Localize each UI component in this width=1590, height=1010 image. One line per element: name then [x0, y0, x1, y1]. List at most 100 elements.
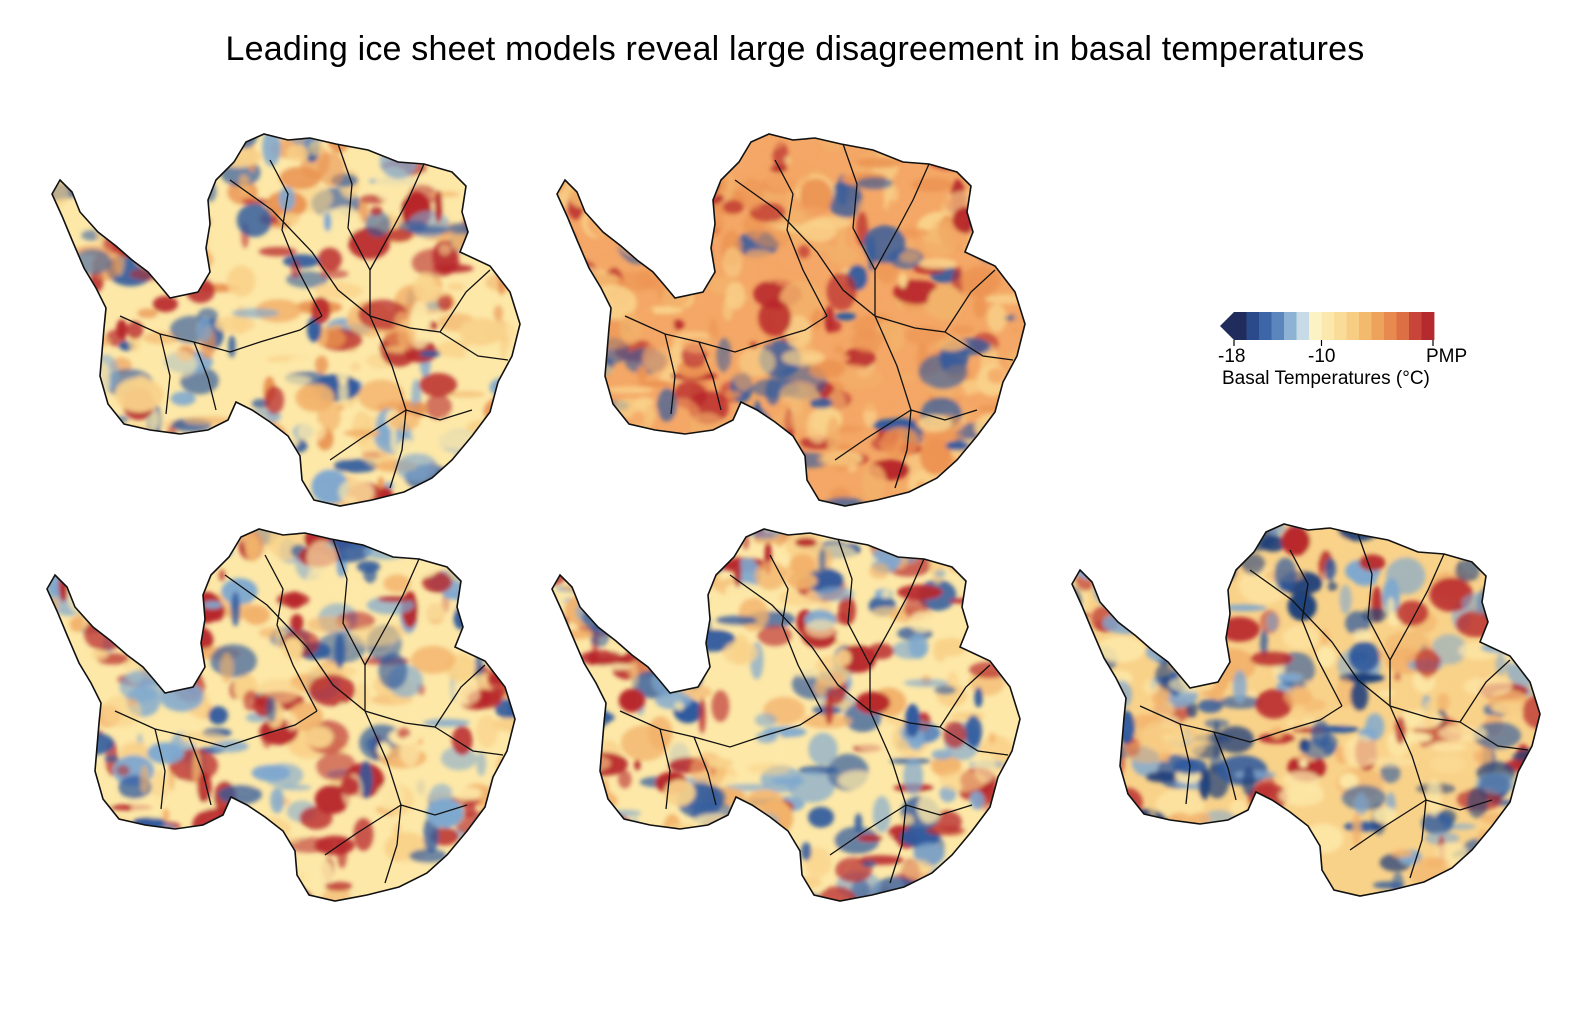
temperature-patch	[816, 586, 855, 601]
temperature-patch	[224, 134, 248, 140]
temperature-patch	[869, 562, 890, 579]
temperature-patch	[1072, 691, 1109, 700]
temperature-patch	[171, 529, 208, 558]
temperature-patch	[35, 560, 42, 592]
temperature-patch	[1260, 629, 1269, 658]
colorbar-swatch	[1296, 312, 1310, 340]
temperature-patch	[879, 537, 929, 549]
temperature-patch	[561, 446, 584, 466]
temperature-patch	[630, 134, 651, 163]
temperature-patch	[494, 184, 513, 192]
temperature-patch	[103, 533, 118, 553]
temperature-patch	[1394, 671, 1401, 681]
temperature-patch	[988, 732, 996, 744]
temperature-patch	[915, 134, 942, 161]
temperature-patch	[1185, 861, 1221, 879]
temperature-patch	[1138, 559, 1174, 579]
temperature-patch	[686, 167, 728, 199]
temperature-patch	[74, 869, 92, 878]
map-svg-4	[551, 528, 1021, 902]
temperature-patch	[270, 729, 293, 745]
temperature-patch	[37, 307, 51, 314]
temperature-patch	[1002, 836, 1020, 851]
temperature-patch	[47, 868, 66, 891]
temperature-patch	[969, 661, 1010, 679]
temperature-patch	[897, 584, 943, 600]
temperature-patch	[37, 412, 51, 439]
temperature-patch	[112, 227, 141, 258]
temperature-patch	[373, 529, 390, 546]
temperature-patch	[1532, 880, 1540, 896]
temperature-patch	[603, 150, 632, 183]
temperature-patch	[1088, 881, 1116, 896]
temperature-patch	[985, 457, 1025, 487]
temperature-patch	[52, 260, 82, 282]
temperature-patch	[631, 457, 671, 490]
temperature-patch	[113, 181, 131, 190]
temperature-patch	[1281, 526, 1311, 556]
temperature-patch	[1431, 634, 1467, 665]
temperature-patch	[238, 462, 261, 498]
temperature-patch	[52, 134, 95, 148]
temperature-patch	[253, 885, 300, 901]
temperature-patch	[304, 726, 333, 749]
temperature-patch	[558, 712, 591, 747]
temperature-patch	[247, 851, 289, 873]
temperature-patch	[752, 227, 792, 249]
temperature-patch	[985, 294, 1025, 305]
temperature-patch	[557, 265, 590, 275]
temperature-patch	[52, 270, 58, 284]
temperature-patch	[967, 590, 999, 607]
temperature-patch	[1183, 847, 1220, 860]
drainage-divide-line	[1289, 549, 1343, 707]
temperature-patch	[104, 883, 132, 901]
temperature-patch	[491, 134, 504, 163]
temperature-patch	[270, 787, 285, 814]
temperature-patch	[690, 855, 732, 872]
temperature-patch	[799, 207, 825, 214]
temperature-patch	[1086, 829, 1121, 862]
temperature-patch	[306, 616, 349, 633]
temperature-patch	[1229, 799, 1247, 815]
temperature-patch	[1353, 629, 1373, 642]
temperature-patch	[739, 178, 765, 211]
temperature-patch	[636, 305, 656, 334]
temperature-patch	[138, 451, 153, 468]
temperature-patch	[484, 849, 502, 871]
temperature-patch	[594, 834, 613, 845]
temperature-patch	[338, 478, 374, 506]
temperature-patch	[1173, 867, 1218, 886]
drainage-divide-line	[1425, 799, 1493, 811]
temperature-patch	[489, 183, 500, 199]
temperature-patch	[1000, 134, 1025, 147]
temperature-patch	[126, 228, 158, 249]
colorbar-swatch	[1246, 312, 1260, 340]
temperature-patch	[1488, 841, 1537, 853]
temperature-patch	[757, 625, 792, 646]
temperature-patch	[52, 134, 59, 161]
temperature-patch	[189, 859, 216, 872]
temperature-patch	[756, 731, 778, 744]
temperature-patch	[615, 848, 663, 874]
temperature-patch	[762, 261, 778, 283]
temperature-patch	[557, 280, 561, 289]
temperature-patch	[395, 453, 438, 482]
temperature-patch	[1128, 797, 1135, 833]
colorbar	[1220, 312, 1435, 346]
temperature-patch	[170, 207, 207, 227]
drainage-divide-line	[1357, 533, 1391, 706]
temperature-patch	[457, 463, 466, 472]
temperature-patch	[707, 758, 734, 769]
temperature-patch	[959, 863, 978, 877]
temperature-patch	[105, 157, 116, 185]
temperature-patch	[835, 649, 852, 667]
temperature-patch	[203, 601, 223, 609]
temperature-patch	[72, 374, 81, 398]
temperature-patch	[47, 723, 58, 754]
temperature-patch	[652, 497, 687, 506]
drainage-divide-line	[369, 163, 425, 271]
drainage-divide-line	[837, 538, 871, 711]
temperature-patch	[86, 474, 110, 498]
temperature-patch	[479, 880, 515, 890]
temperature-patch	[167, 845, 177, 876]
